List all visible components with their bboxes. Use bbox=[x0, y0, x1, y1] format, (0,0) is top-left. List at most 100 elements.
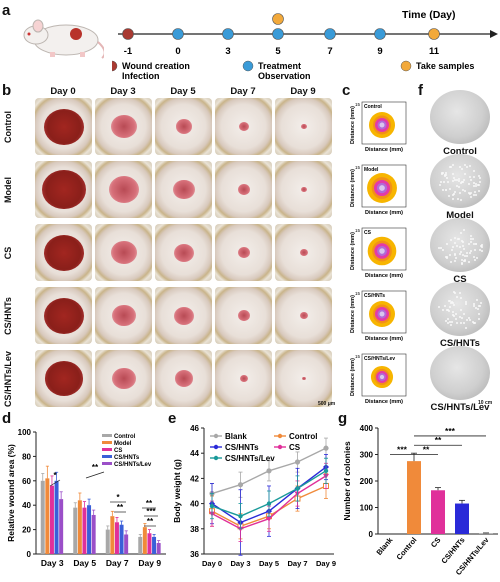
chart-e-legend-marker bbox=[213, 433, 219, 439]
colony-dot bbox=[463, 173, 466, 176]
wound-area bbox=[299, 311, 308, 320]
chart-d-legend-text: CS/HNTs bbox=[114, 455, 140, 461]
colony-dot bbox=[472, 242, 475, 245]
colony-dot bbox=[459, 321, 462, 324]
colony-dot bbox=[458, 166, 461, 169]
wound-photo bbox=[275, 161, 332, 218]
colony-dot bbox=[470, 196, 473, 198]
colony-dot bbox=[479, 305, 482, 308]
photo-scale-bar-label: 500 μm bbox=[318, 401, 336, 407]
legend-dot bbox=[242, 60, 254, 72]
colony-dot bbox=[449, 187, 452, 190]
chart-d-bar bbox=[40, 480, 45, 554]
colony-dot bbox=[449, 301, 452, 304]
colony-dot bbox=[474, 321, 477, 324]
chart-d-ylabel: Relative wound area (%) bbox=[6, 444, 16, 542]
colony-dot bbox=[453, 237, 456, 240]
chart-d-xtick-label: Day 9 bbox=[138, 558, 161, 568]
contour-xlabel: Distance (mm) bbox=[365, 210, 403, 216]
colony-dot bbox=[468, 182, 471, 185]
timeline-day-label: -1 bbox=[124, 46, 133, 57]
wound-area bbox=[299, 248, 308, 257]
chart-d-bar bbox=[45, 478, 50, 554]
chart-d-ytick-label: 40 bbox=[22, 501, 31, 510]
colony-dot bbox=[445, 172, 448, 175]
colony-dot bbox=[458, 238, 461, 241]
contour-ytick: 15 bbox=[355, 165, 361, 170]
colony-dot bbox=[450, 166, 453, 169]
wound-photo bbox=[35, 350, 92, 407]
legend-text-sample: Take samples bbox=[416, 61, 474, 71]
wound-area bbox=[108, 176, 139, 203]
colony-dot bbox=[445, 242, 448, 245]
colony-dot bbox=[469, 238, 472, 241]
panel-letter-g: g bbox=[338, 410, 348, 427]
chart-e-ytick-label: 46 bbox=[190, 424, 199, 433]
wound-photo bbox=[35, 224, 92, 281]
colony-dot bbox=[456, 237, 459, 240]
contour-group-label: CS/HNTs/Lev bbox=[364, 356, 395, 362]
colony-dot bbox=[454, 317, 457, 320]
colony-dot bbox=[455, 322, 458, 325]
colony-dot bbox=[438, 247, 441, 250]
colony-dot bbox=[450, 261, 453, 264]
colony-dot bbox=[442, 308, 445, 311]
timeline-dot bbox=[272, 28, 284, 40]
colony-dot bbox=[461, 168, 464, 171]
chart-d-sig-line bbox=[49, 479, 61, 487]
colony-dot bbox=[462, 260, 465, 262]
colony-dot bbox=[463, 312, 466, 315]
colony-dot bbox=[475, 183, 478, 186]
colony-dot bbox=[452, 194, 455, 197]
panel-letter-b: b bbox=[2, 82, 12, 99]
petri-dish bbox=[430, 218, 490, 272]
colony-dot bbox=[473, 176, 476, 179]
colony-dot bbox=[444, 175, 447, 178]
colony-dot bbox=[462, 245, 465, 248]
wound-area bbox=[110, 240, 137, 265]
chart-d-legend-swatch bbox=[102, 434, 112, 437]
contour-day9 bbox=[379, 374, 385, 380]
chart-d-legend-text: Model bbox=[114, 441, 132, 447]
chart-d-sig-mark: ** bbox=[117, 503, 124, 512]
chart-d-sig-mark: * bbox=[116, 493, 120, 502]
chart-d-legend-text: CS/HNTs/Lev bbox=[114, 462, 152, 468]
wound-photo bbox=[155, 224, 212, 281]
wound-photo bbox=[275, 287, 332, 344]
wound-photo bbox=[35, 98, 92, 155]
colony-dot bbox=[474, 243, 477, 246]
colony-dot bbox=[473, 322, 476, 325]
contour-group-label: CS bbox=[364, 230, 372, 236]
colony-dot bbox=[441, 248, 444, 251]
colony-dot bbox=[457, 198, 460, 201]
plate-label: Model bbox=[446, 210, 474, 221]
contour-day9 bbox=[379, 122, 385, 128]
contour-xlabel: Distance (mm) bbox=[365, 273, 403, 279]
chart-g-sig-mark: ** bbox=[435, 435, 442, 445]
contour-ylabel: Distance (mm) bbox=[350, 106, 356, 144]
chart-e-marker bbox=[294, 459, 301, 465]
chart-e-legend-text: CS bbox=[289, 443, 301, 452]
colony-dot bbox=[472, 321, 475, 324]
contour-day9 bbox=[379, 248, 385, 254]
colony-dot bbox=[478, 249, 481, 252]
timeline-day-label: 3 bbox=[225, 46, 230, 57]
chart-d-bar bbox=[82, 507, 87, 554]
colony-dot bbox=[472, 193, 475, 196]
photo-day-label: Day 0 bbox=[50, 86, 76, 97]
chart-d-bar bbox=[152, 536, 157, 554]
mouse-illustration bbox=[23, 19, 104, 59]
timeline-dot bbox=[374, 28, 386, 40]
colony-dot bbox=[459, 191, 462, 194]
chart-e-legend-text: Blank bbox=[225, 432, 247, 441]
chart-d-sig-mark: ** bbox=[146, 499, 153, 508]
petri-dish bbox=[430, 154, 490, 208]
colony-dot bbox=[460, 239, 463, 242]
wound-photo bbox=[215, 287, 272, 344]
wound-photo bbox=[215, 224, 272, 281]
colony-dot bbox=[481, 243, 484, 246]
wound-area bbox=[237, 184, 250, 195]
colony-dot bbox=[474, 193, 477, 196]
plate-label: CS bbox=[453, 274, 467, 285]
